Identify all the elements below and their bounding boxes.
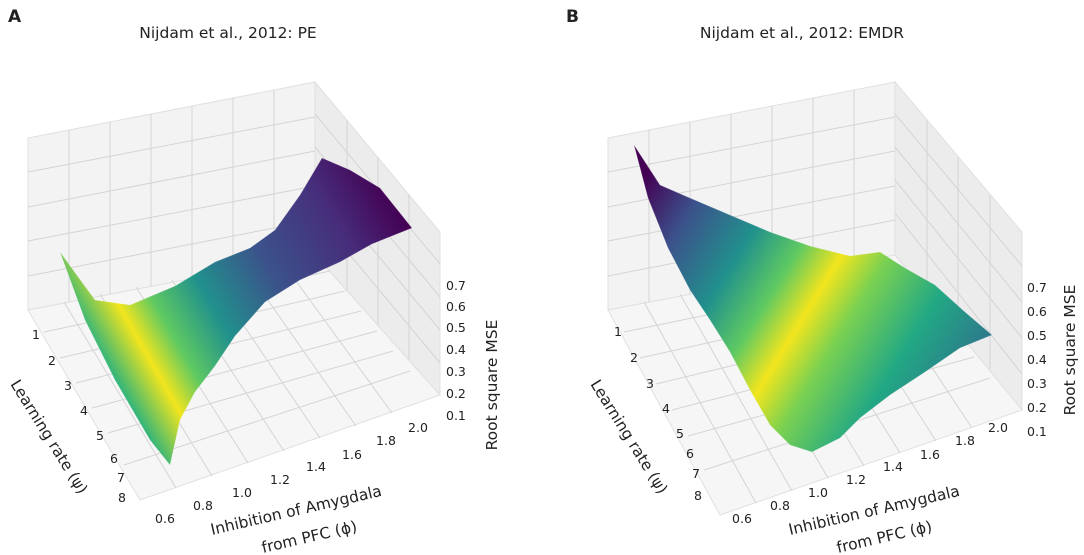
z-tick-b-0.6: 0.6: [1027, 304, 1047, 319]
surface-a: [59, 157, 413, 467]
y-tick-b-2: 2: [630, 350, 638, 365]
y-tick-a-5: 5: [96, 428, 104, 443]
x-tick-b-1.4: 1.4: [883, 459, 903, 474]
z-tick-b-0.5: 0.5: [1027, 328, 1047, 343]
z-tick-a-0.7: 0.7: [446, 278, 466, 293]
z-tick-b-0.3: 0.3: [1027, 376, 1047, 391]
z-tick-b-0.1: 0.1: [1027, 424, 1047, 439]
z-tick-a-0.1: 0.1: [446, 408, 466, 423]
x-tick-a-1.2: 1.2: [270, 472, 290, 487]
panel-a: A Nijdam et al., 2012: PE: [7, 7, 501, 555]
panel-letter-b: B: [566, 7, 579, 27]
y-tick-a-3: 3: [64, 378, 72, 393]
y-tick-a-1: 1: [32, 327, 40, 342]
y-tick-b-5: 5: [676, 426, 684, 441]
z-axis-label-a: Root square MSE: [483, 320, 501, 451]
chart-title-a: Nijdam et al., 2012: PE: [139, 24, 316, 42]
x-tick-b-1.2: 1.2: [846, 472, 866, 487]
z-tick-a-0.2: 0.2: [446, 386, 466, 401]
z-tick-b-0.2: 0.2: [1027, 400, 1047, 415]
y-tick-b-1: 1: [614, 324, 622, 339]
y-tick-a-2: 2: [48, 353, 56, 368]
z-axis-label-b: Root square MSE: [1061, 285, 1079, 416]
chart-title-b: Nijdam et al., 2012: EMDR: [700, 24, 904, 42]
z-ticks-a: 0.1 0.2 0.3 0.4 0.5 0.6 0.7: [446, 278, 466, 423]
z-ticks-b: 0.1 0.2 0.3 0.4 0.5 0.6 0.7: [1027, 280, 1047, 439]
y-tick-b-3: 3: [646, 376, 654, 391]
y-tick-b-8: 8: [694, 488, 702, 503]
x-tick-b-0.8: 0.8: [770, 498, 790, 513]
surface-b: [633, 144, 993, 453]
y-tick-a-8: 8: [118, 490, 126, 505]
z-tick-a-0.3: 0.3: [446, 364, 466, 379]
x-tick-b-2.0: 2.0: [988, 420, 1008, 435]
y-ticks-a: 1 2 3 4 5 6 7 8: [32, 327, 126, 505]
x-tick-a-0.8: 0.8: [193, 498, 213, 513]
z-tick-b-0.7: 0.7: [1027, 280, 1047, 295]
x-ticks-b: 0.6 0.8 1.0 1.2 1.4 1.6 1.8 2.0: [732, 420, 1008, 526]
y-tick-a-4: 4: [80, 403, 88, 418]
x-tick-a-0.6: 0.6: [155, 511, 175, 526]
y-tick-a-6: 6: [110, 451, 118, 466]
y-tick-b-4: 4: [662, 401, 670, 416]
panel-letter-a: A: [8, 7, 22, 27]
panel-b: B Nijdam et al., 2012: EMDR: [566, 7, 1079, 555]
x-tick-a-1.4: 1.4: [306, 459, 326, 474]
x-tick-a-1.0: 1.0: [232, 485, 252, 500]
y-tick-b-7: 7: [692, 466, 700, 481]
x-tick-b-1.8: 1.8: [955, 433, 975, 448]
x-tick-b-0.6: 0.6: [732, 511, 752, 526]
y-ticks-b: 1 2 3 4 5 6 7 8: [614, 324, 702, 503]
y-tick-a-7: 7: [117, 470, 125, 485]
x-tick-b-1.6: 1.6: [920, 447, 940, 462]
x-tick-a-1.8: 1.8: [376, 433, 396, 448]
x-tick-a-2.0: 2.0: [408, 420, 428, 435]
z-tick-a-0.5: 0.5: [446, 320, 466, 335]
x-tick-b-1.0: 1.0: [808, 485, 828, 500]
y-tick-b-6: 6: [686, 446, 694, 461]
z-tick-b-0.4: 0.4: [1027, 352, 1047, 367]
z-tick-a-0.4: 0.4: [446, 342, 466, 357]
x-tick-a-1.6: 1.6: [342, 447, 362, 462]
z-tick-a-0.6: 0.6: [446, 299, 466, 314]
x-ticks-a: 0.6 0.8 1.0 1.2 1.4 1.6 1.8 2.0: [155, 420, 428, 526]
